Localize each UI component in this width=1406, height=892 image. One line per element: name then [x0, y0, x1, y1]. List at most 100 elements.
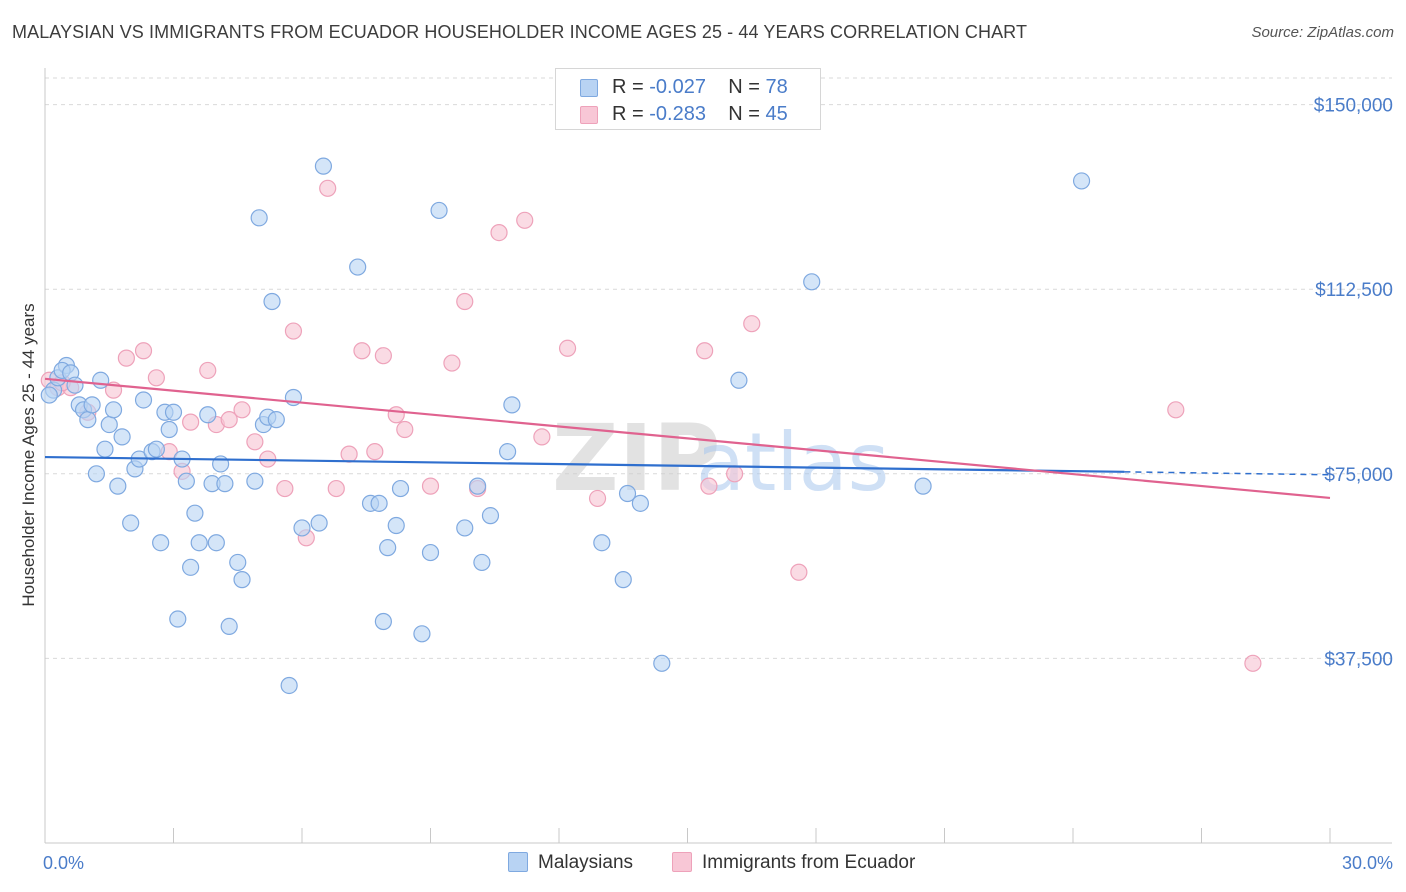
malaysian-point: [314, 157, 333, 175]
malaysians-swatch: [580, 78, 598, 97]
ecuador-legend-label: Immigrants from Ecuador: [702, 852, 916, 873]
malaysians-r-value: -0.027: [649, 76, 706, 98]
ecuador-trend-line: [44, 377, 1331, 500]
ecuador-point: [443, 354, 461, 372]
malaysian-point: [387, 516, 405, 535]
ecuador-point: [284, 322, 303, 340]
malaysian-point: [177, 472, 195, 490]
malaysian-point: [456, 519, 474, 537]
malaysian-point: [229, 553, 247, 572]
malaysian-point: [481, 507, 500, 525]
ecuador-point: [1244, 654, 1262, 672]
ecuador-point: [700, 477, 718, 495]
ecuador-point: [147, 369, 165, 387]
ecuador-point: [456, 292, 474, 311]
malaysian-point: [233, 571, 251, 589]
ecuador-point: [246, 433, 264, 451]
n-label: N =: [728, 103, 760, 125]
malaysian-point: [216, 475, 234, 493]
malaysian-point: [79, 411, 97, 429]
axes: [44, 68, 1392, 844]
malaysian-point: [653, 654, 671, 672]
ecuador-n-value: 45: [765, 103, 788, 125]
malaysian-point: [83, 396, 101, 414]
malaysian-point: [379, 539, 397, 557]
malaysian-point: [614, 571, 632, 589]
y-tick-label: $37,500: [1324, 649, 1393, 670]
malaysian-point: [160, 420, 178, 439]
malaysian-point: [349, 258, 367, 276]
malaysians-legend-label: Malaysians: [538, 852, 634, 873]
malaysian-point: [473, 553, 491, 572]
malaysian-point: [391, 479, 410, 498]
malaysian-point: [803, 273, 821, 291]
malaysian-point: [413, 625, 431, 643]
r-label: R =: [612, 103, 644, 125]
malaysian-point: [293, 519, 311, 537]
y-tick-label: $75,000: [1324, 465, 1393, 486]
ecuador-point: [134, 342, 153, 360]
gridlines: [45, 77, 1392, 659]
ecuador-point: [533, 428, 551, 446]
source-label: Source: ZipAtlas.com: [1251, 24, 1394, 41]
ecuador-point: [743, 315, 761, 333]
malaysian-point: [250, 209, 268, 227]
malaysian-point: [190, 534, 208, 552]
correlation-legend: R = -0.027 N = 78 R = -0.283 N = 45: [555, 68, 821, 130]
x-tick-labels: 0.0% 30.0%: [43, 853, 1393, 873]
malaysians-trend-extension: [1124, 471, 1331, 476]
ecuador-point: [276, 479, 294, 498]
trend-lines: [44, 377, 1331, 500]
malaysians-n-value: 78: [765, 76, 788, 98]
ecuador-point: [319, 179, 337, 197]
ecuador-point: [182, 413, 200, 431]
malaysian-point: [421, 543, 440, 562]
malaysians-trend-line: [44, 455, 1125, 473]
ecuador-point: [366, 443, 384, 461]
malaysian-point: [87, 465, 106, 483]
malaysian-point: [730, 371, 748, 389]
ecuador-point: [220, 411, 238, 429]
bottom-legend-ecuador: Immigrants from Ecuador: [672, 852, 915, 874]
x-tick-label: 30.0%: [1342, 853, 1393, 873]
ecuador-point: [327, 479, 345, 498]
malaysian-point: [267, 411, 285, 429]
malaysian-point: [310, 514, 328, 532]
ecuador-point: [421, 477, 440, 495]
ecuador-point: [340, 445, 358, 463]
ecuador-legend-swatch: [672, 852, 692, 872]
malaysian-point: [207, 534, 225, 552]
watermark-zip: ZIP: [552, 405, 720, 512]
malaysian-point: [147, 440, 165, 458]
ecuador-point: [490, 224, 508, 242]
malaysian-point: [92, 371, 110, 389]
malaysian-point: [66, 376, 84, 394]
ecuador-point: [726, 465, 744, 483]
legend-row-ecuador: R = -0.283 N = 45: [580, 103, 788, 127]
malaysian-point: [134, 391, 153, 409]
y-axis-label: Householder Income Ages 25 - 44 years: [19, 303, 38, 606]
bottom-legend-malaysians: Malaysians: [508, 852, 633, 874]
ecuador-point: [117, 349, 135, 367]
malaysian-point: [113, 428, 131, 446]
malaysian-point: [182, 558, 200, 576]
malaysian-point: [914, 477, 932, 495]
malaysian-point: [631, 494, 649, 512]
ecuador-point: [353, 342, 371, 360]
malaysian-point: [109, 477, 127, 495]
malaysian-point: [169, 610, 187, 628]
ecuador-point: [790, 563, 808, 581]
n-label: N =: [728, 76, 760, 98]
malaysian-point: [246, 472, 264, 490]
malaysian-point: [100, 415, 118, 434]
malaysian-point: [199, 406, 217, 424]
malaysian-point: [469, 477, 487, 495]
malaysians-legend-swatch: [508, 852, 528, 872]
malaysian-point: [374, 612, 392, 631]
malaysian-point: [1072, 172, 1091, 190]
ecuador-point: [516, 211, 534, 229]
ecuador-point: [558, 339, 577, 357]
y-tick-label: $150,000: [1314, 96, 1393, 117]
r-label: R =: [612, 76, 644, 98]
malaysian-point: [263, 292, 281, 311]
